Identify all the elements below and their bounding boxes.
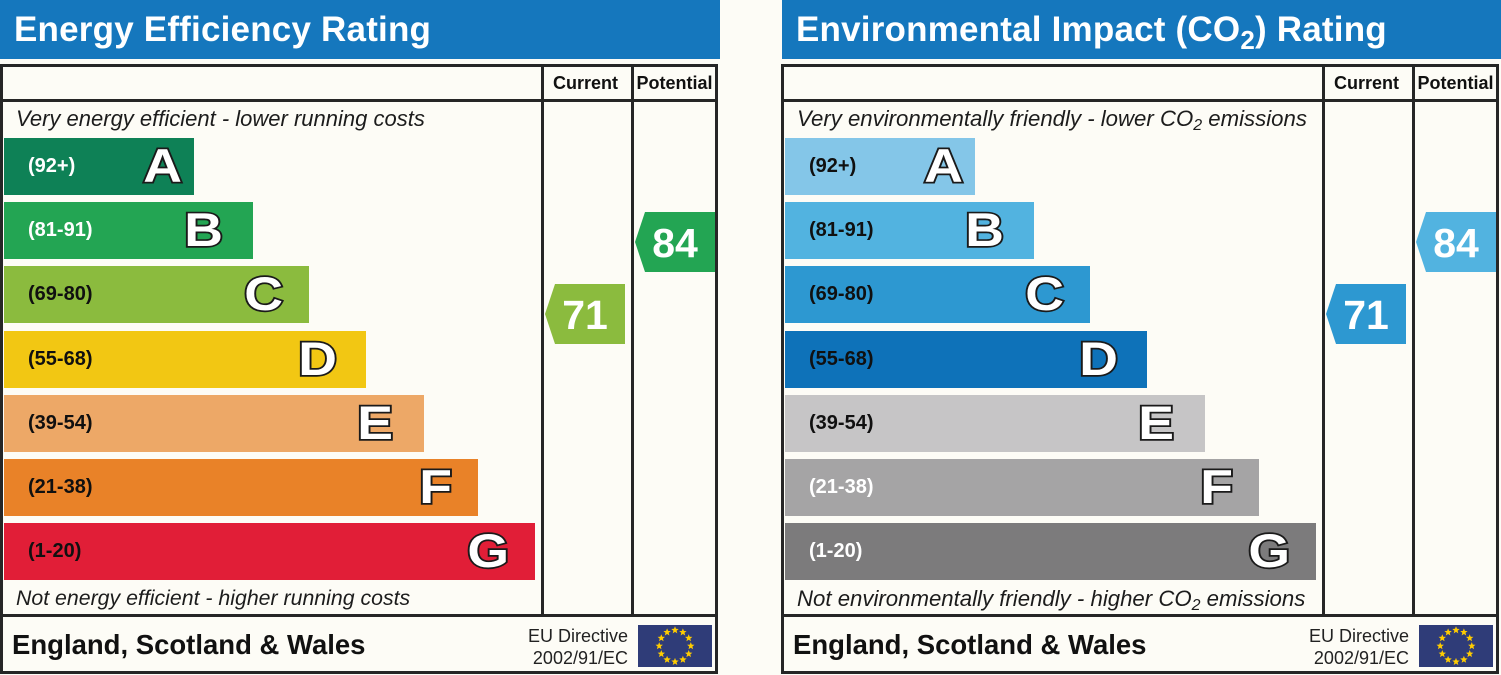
svg-text:71: 71 <box>562 292 608 338</box>
svg-text:A: A <box>924 139 963 192</box>
svg-text:F: F <box>1200 460 1233 513</box>
svg-text:D: D <box>298 332 337 385</box>
svg-text:B: B <box>965 203 1004 256</box>
svg-text:G: G <box>467 524 509 577</box>
svg-text:D: D <box>1079 332 1118 385</box>
svg-text:G: G <box>1248 524 1290 577</box>
svg-text:B: B <box>184 203 223 256</box>
svg-text:C: C <box>1025 267 1064 320</box>
svg-text:A: A <box>143 139 182 192</box>
svg-text:E: E <box>357 396 393 449</box>
svg-text:C: C <box>244 267 283 320</box>
svg-text:84: 84 <box>652 220 698 266</box>
svg-text:F: F <box>419 460 452 513</box>
svg-text:E: E <box>1138 396 1174 449</box>
svg-text:84: 84 <box>1433 220 1479 266</box>
svg-text:71: 71 <box>1343 292 1389 338</box>
